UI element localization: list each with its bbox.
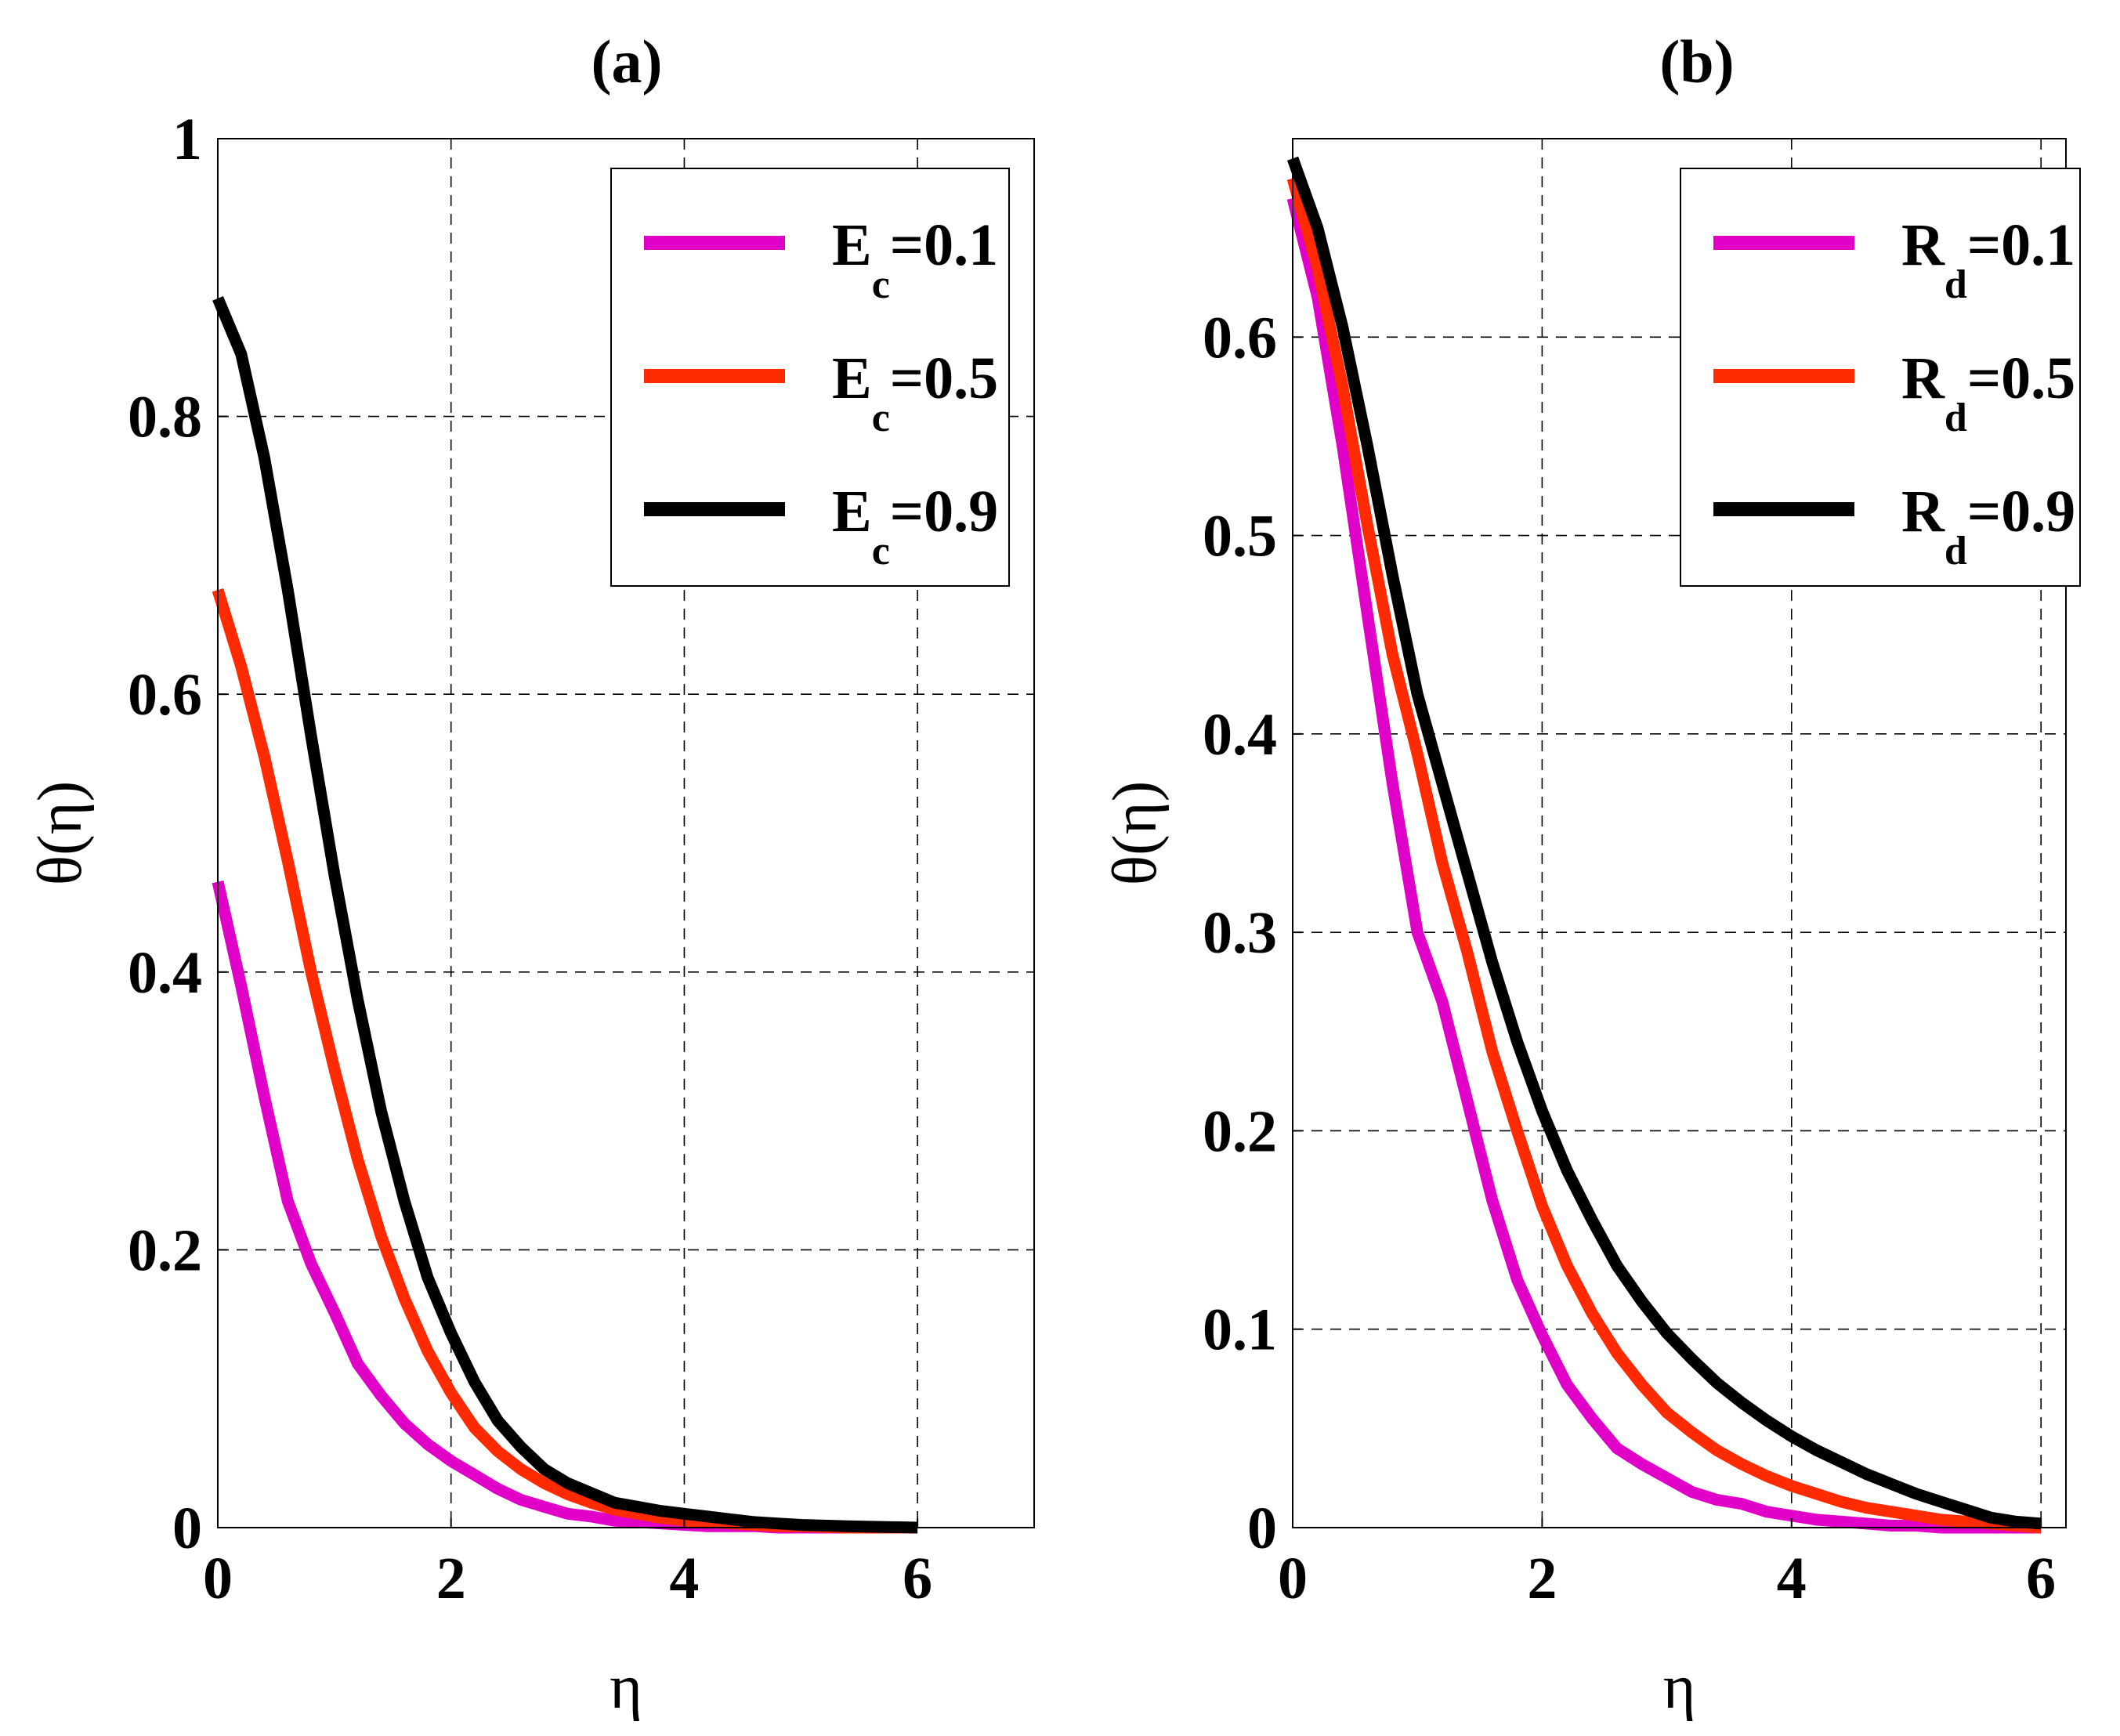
y-tick-label: 0.6 bbox=[128, 662, 202, 728]
legend-entry-label: Ec=0.1 bbox=[832, 212, 998, 307]
series-line-2 bbox=[1286, 176, 2042, 1534]
y-tick-label: 0.3 bbox=[1203, 900, 1277, 966]
x-tick-label: 4 bbox=[669, 1546, 699, 1611]
legend-entry-label: Rd=0.9 bbox=[1901, 479, 2075, 573]
chart-title: (a) bbox=[592, 27, 663, 96]
chart-panel-a: (a)0 2 4 600.20.40.60.81ηθ(η)Ec=0.1Ec=0.5Ec… bbox=[26, 27, 1035, 1722]
y-tick-label: 0.4 bbox=[1203, 702, 1277, 768]
legend-entry-label: Rd=0.5 bbox=[1901, 345, 2075, 440]
x-tick-label: 0 bbox=[1278, 1546, 1308, 1611]
legend: Ec=0.1 Ec=0.5 Ec=0.9 bbox=[610, 168, 1010, 587]
y-tick-label: 0 bbox=[1247, 1495, 1277, 1561]
x-tick-label: 6 bbox=[2026, 1546, 2056, 1611]
legend-entry-label: Rd=0.1 bbox=[1901, 212, 2075, 307]
plot-frame bbox=[1292, 138, 2067, 1528]
x-tick-label: 2 bbox=[1527, 1546, 1557, 1611]
y-tick-label: 0 bbox=[172, 1495, 202, 1561]
legend-entry-label: Ec=0.5 bbox=[832, 345, 998, 440]
x-tick-label: 6 bbox=[903, 1546, 932, 1611]
y-tick-label: 0.1 bbox=[1203, 1297, 1277, 1363]
series-line-1 bbox=[1286, 197, 2042, 1534]
y-tick-label: 0.5 bbox=[1203, 504, 1277, 570]
y-tick-label: 0.6 bbox=[1203, 305, 1277, 371]
y-tick-label: 0.2 bbox=[1203, 1098, 1277, 1164]
x-tick-label: 4 bbox=[1777, 1546, 1807, 1611]
y-axis-label: θ(η) bbox=[1101, 781, 1170, 885]
y-axis-label: θ(η) bbox=[26, 781, 95, 885]
chart-panel-b: (b)0 2 4 600.10.20.30.40.50.6ηθ(η)Rd=0.1Rd=… bbox=[1101, 27, 2081, 1722]
chart-title: (b) bbox=[1659, 27, 1734, 96]
y-tick-label: 0.4 bbox=[128, 940, 202, 1006]
x-tick-label: 0 bbox=[203, 1546, 233, 1611]
y-tick-label: 0.8 bbox=[128, 385, 202, 450]
y-tick-label: 0.2 bbox=[128, 1217, 202, 1283]
series-line-3 bbox=[1286, 156, 2042, 1530]
x-axis-label: η bbox=[610, 1653, 642, 1722]
legend: Rd=0.1 Rd=0.5 Rd=0.9 bbox=[1680, 168, 2081, 587]
series-line-3 bbox=[212, 295, 918, 1534]
plot-frame bbox=[217, 138, 1035, 1528]
y-tick-label: 1 bbox=[172, 107, 202, 172]
x-tick-label: 2 bbox=[436, 1546, 466, 1611]
x-axis-label: η bbox=[1663, 1653, 1696, 1722]
legend-entry-label: Ec=0.9 bbox=[832, 479, 998, 573]
